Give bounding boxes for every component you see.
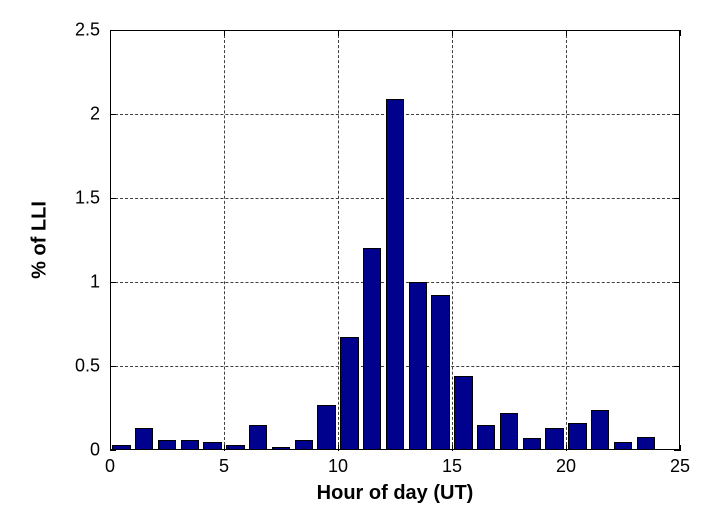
bar xyxy=(545,428,563,450)
bar xyxy=(409,282,427,450)
bar xyxy=(203,442,221,450)
x-tick xyxy=(566,445,567,451)
plot-area xyxy=(110,30,680,450)
y-tick xyxy=(110,114,116,115)
bar xyxy=(386,99,404,450)
bar xyxy=(340,337,358,450)
x-tick-label: 25 xyxy=(670,456,690,477)
bar xyxy=(317,405,335,450)
x-tick xyxy=(110,30,111,36)
y-tick xyxy=(674,282,680,283)
x-tick-label: 15 xyxy=(442,456,462,477)
x-tick xyxy=(680,30,681,36)
y-tick xyxy=(674,198,680,199)
bar xyxy=(226,445,244,450)
x-tick xyxy=(566,30,567,36)
bar xyxy=(568,423,586,450)
x-tick-label: 20 xyxy=(556,456,576,477)
x-tick-label: 10 xyxy=(328,456,348,477)
y-tick xyxy=(110,198,116,199)
y-tick xyxy=(674,114,680,115)
y-tick-label: 2.5 xyxy=(75,20,100,41)
grid-line-vertical xyxy=(566,30,567,450)
grid-line-vertical xyxy=(224,30,225,450)
grid-line-vertical xyxy=(452,30,453,450)
bar xyxy=(614,442,632,450)
x-tick xyxy=(224,445,225,451)
x-tick xyxy=(224,30,225,36)
bar xyxy=(591,410,609,450)
bar xyxy=(523,438,541,450)
y-tick-label: 0 xyxy=(90,440,100,461)
bar xyxy=(363,248,381,450)
bar xyxy=(158,440,176,450)
y-tick xyxy=(110,366,116,367)
y-tick-label: 1.5 xyxy=(75,188,100,209)
x-tick xyxy=(680,445,681,451)
bar xyxy=(135,428,153,450)
bar xyxy=(454,376,472,450)
x-tick-label: 0 xyxy=(105,456,115,477)
y-axis-label: % of LLI xyxy=(29,201,52,279)
y-tick-label: 1 xyxy=(90,272,100,293)
y-tick-label: 0.5 xyxy=(75,356,100,377)
y-tick xyxy=(674,366,680,367)
y-tick-label: 2 xyxy=(90,104,100,125)
bar xyxy=(249,425,267,450)
x-tick xyxy=(338,30,339,36)
x-axis-label: Hour of day (UT) xyxy=(317,482,474,505)
bar xyxy=(295,440,313,450)
x-tick xyxy=(452,445,453,451)
bar xyxy=(500,413,518,450)
chart-container: Hour of day (UT) % of LLI 0 0.5 1 1.5 2 2.5 0 5… xyxy=(0,0,718,524)
x-tick-label: 5 xyxy=(219,456,229,477)
x-tick xyxy=(338,445,339,451)
bar xyxy=(431,295,449,450)
bar xyxy=(477,425,495,450)
x-tick xyxy=(110,445,111,451)
bar xyxy=(637,437,655,450)
bar xyxy=(272,447,290,450)
bar xyxy=(181,440,199,450)
x-tick xyxy=(452,30,453,36)
grid-line-vertical xyxy=(338,30,339,450)
y-tick xyxy=(110,282,116,283)
